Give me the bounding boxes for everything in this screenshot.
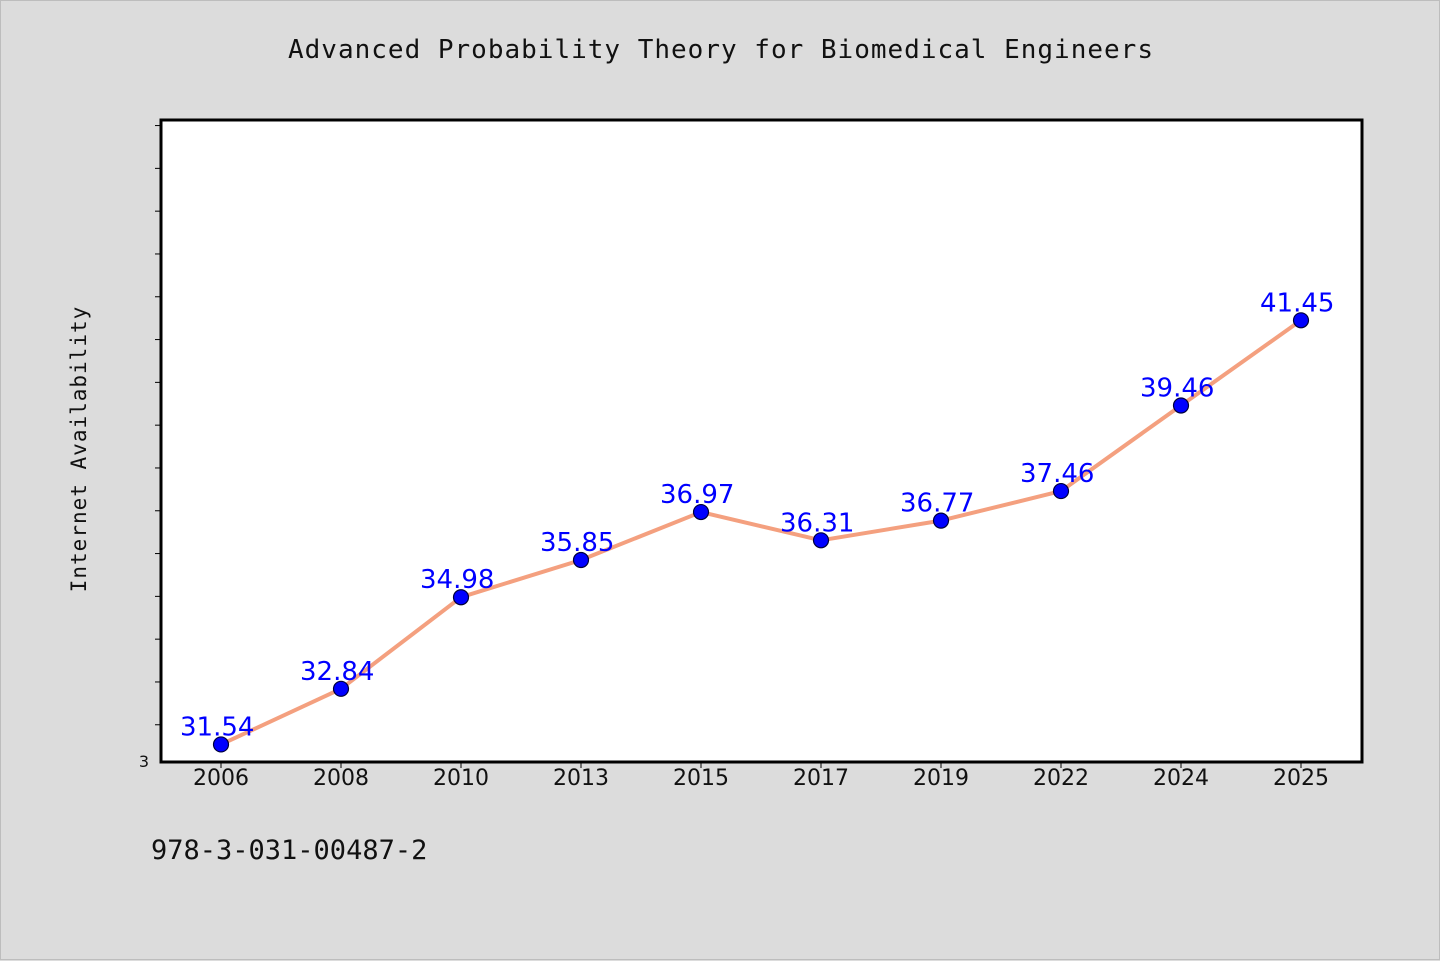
- x-axis-ticks: 2006 2008 2010 2013 2015 2017 2019 2022 2024 2025: [193, 762, 1329, 791]
- data-point: [332, 680, 350, 697]
- x-tick-label: 2008: [313, 766, 369, 791]
- x-tick-label: 2017: [793, 766, 849, 791]
- x-tick-label: 2015: [673, 766, 729, 791]
- data-label: 31.54: [180, 712, 254, 742]
- data-point: [572, 551, 590, 569]
- x-tick-label: 2013: [553, 766, 609, 791]
- series-line: [219, 318, 1303, 747]
- series-line-group: [219, 318, 1303, 747]
- data-label: 36.31: [780, 508, 854, 538]
- x-tick-label: 2006: [193, 766, 249, 791]
- data-label: 39.46: [1140, 373, 1214, 403]
- data-points: [212, 312, 1310, 753]
- data-point: [1172, 397, 1190, 414]
- data-labels: 31.54 32.84 34.98 35.85 36.97 36.31 36.77 37.46…: [180, 288, 1334, 742]
- chart-title: Advanced Probability Theory for Biomedic…: [288, 35, 1154, 65]
- data-point: [932, 512, 950, 529]
- data-label: 34.98: [420, 565, 494, 595]
- footer-isbn: 978-3-031-00487-2: [151, 835, 428, 866]
- y-tick-label: 3: [139, 752, 149, 771]
- x-tick-label: 2025: [1273, 766, 1329, 791]
- x-tick-label: 2010: [433, 766, 489, 791]
- data-label: 35.85: [540, 528, 614, 558]
- plot-area: [159, 118, 1364, 764]
- y-axis-ticks: 3: [139, 125, 161, 771]
- data-point: [1052, 482, 1070, 500]
- data-label: 41.45: [1260, 288, 1334, 318]
- data-point: [212, 736, 230, 753]
- data-label: 37.46: [1020, 459, 1094, 489]
- x-tick-label: 2019: [913, 766, 969, 791]
- x-tick-label: 2024: [1153, 766, 1209, 791]
- data-point: [1292, 312, 1310, 329]
- data-point: [452, 589, 470, 606]
- data-label: 36.97: [660, 480, 734, 510]
- data-point: [812, 532, 830, 549]
- x-tick-label: 2022: [1033, 766, 1089, 791]
- data-point: [692, 503, 710, 521]
- data-label: 32.84: [300, 657, 374, 687]
- data-label: 36.77: [900, 489, 974, 519]
